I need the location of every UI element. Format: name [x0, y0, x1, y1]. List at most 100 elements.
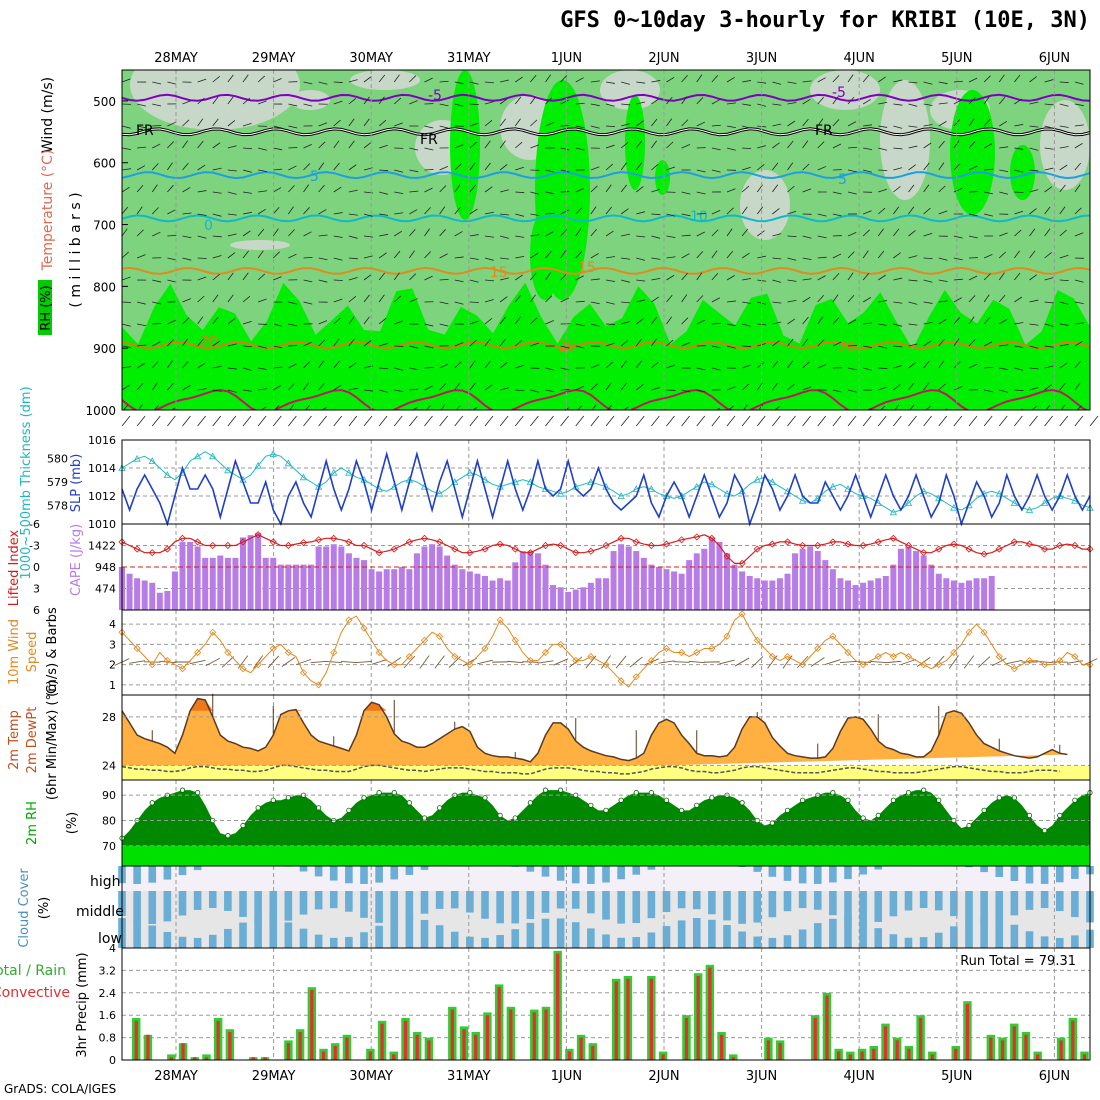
- li-point: [738, 559, 746, 567]
- wind10-point: [269, 644, 277, 653]
- wind-barb: [136, 206, 143, 215]
- wind10-point: [678, 648, 686, 657]
- cloud-mid-cell: [254, 891, 262, 923]
- wind-barb: [802, 278, 812, 281]
- wind-barb: [787, 81, 797, 84]
- wind-barb: [817, 275, 826, 281]
- cloud-low-cell: [375, 925, 383, 948]
- wind-barb: [681, 389, 691, 393]
- wind-barb: [953, 235, 963, 239]
- cloud-low-cell: [556, 918, 565, 948]
- wind-barb: [560, 99, 569, 105]
- wind-barb: [847, 191, 857, 195]
- precip-conv-bar: [450, 1009, 454, 1060]
- li-point: [753, 545, 761, 553]
- wind-barb: [1074, 279, 1084, 283]
- cape-bar: [247, 535, 254, 610]
- wind-barb: [636, 120, 644, 127]
- wind-barb: [923, 340, 932, 347]
- wind-barb: [137, 323, 147, 327]
- wind-barb: [953, 316, 961, 325]
- wind-barb: [590, 383, 598, 391]
- wind-barb: [469, 257, 479, 260]
- wind-barb: [756, 206, 764, 215]
- rh2m-point: [800, 797, 806, 803]
- li-point: [1086, 545, 1094, 553]
- wind-barb: [318, 257, 328, 261]
- wind10-point: [708, 644, 716, 653]
- wind-barb: [817, 77, 826, 83]
- wind-barb: [1059, 362, 1068, 369]
- wind-barb: [984, 168, 994, 171]
- wind-barb: [424, 367, 434, 369]
- cloud-mid-cell: [753, 891, 762, 923]
- rh2m-point: [1057, 812, 1063, 819]
- cape-bar: [156, 592, 163, 610]
- wind-barb: [348, 257, 358, 260]
- li-point: [693, 533, 701, 541]
- precip-tick-label: 0: [109, 1054, 116, 1067]
- wind-barb: [681, 191, 691, 195]
- wind-barb: [953, 257, 963, 261]
- wind10-barb: [1006, 659, 1023, 665]
- wind-barb: [484, 186, 493, 193]
- wind-barb: [923, 279, 933, 283]
- wind-barb: [1029, 147, 1039, 151]
- cloud-low-cell: [193, 937, 202, 948]
- cloud-low-cell: [390, 920, 399, 948]
- wind-barb: [272, 228, 279, 237]
- li-point: [859, 541, 867, 550]
- rh-moist-column: [450, 70, 480, 220]
- cloud-high-cell: [390, 866, 399, 880]
- wind-barb: [1089, 191, 1090, 192]
- li-point: [632, 538, 640, 546]
- li-point: [390, 545, 398, 553]
- wind-barb: [363, 142, 372, 149]
- surface-wind-barb: [741, 415, 751, 427]
- wind-barb: [867, 408, 872, 410]
- rh-moist-column: [950, 90, 995, 215]
- cloud-high-cell: [526, 866, 535, 872]
- wind-barb: [998, 74, 1005, 83]
- cloud-high-cell: [859, 866, 867, 875]
- wind-barb: [348, 277, 358, 281]
- wind-barb: [122, 276, 131, 281]
- wind-barb: [711, 169, 721, 173]
- rh2m-point: [709, 795, 715, 801]
- wind-barb: [623, 406, 629, 410]
- wind-barb: [545, 191, 555, 195]
- rh2m-point: [875, 812, 881, 819]
- wind-barb: [137, 301, 146, 305]
- wind-barb: [439, 165, 449, 171]
- wind10-barb: [434, 655, 445, 669]
- cloud-low-cell: [859, 921, 867, 948]
- cloud-mid-cell: [1010, 891, 1019, 916]
- surface-wind-barb: [817, 415, 827, 427]
- wind-barb: [197, 213, 207, 216]
- wind-barb: [787, 318, 796, 325]
- wind-barb: [288, 229, 295, 237]
- temp2m-axis-label-1: 2m Temp: [7, 710, 22, 770]
- cloud-low-cell: [692, 918, 701, 948]
- wind-barb: [560, 169, 570, 173]
- wind10-barb: [295, 658, 312, 666]
- wind-barb: [938, 210, 948, 215]
- wind-barb: [1089, 367, 1090, 368]
- wind-barb: [681, 96, 688, 105]
- wind-barb: [696, 74, 703, 83]
- thickness-tick-label: 580: [47, 453, 68, 466]
- wind-barb: [303, 184, 309, 193]
- wind-barb: [923, 301, 933, 304]
- rh2m-point: [890, 797, 896, 803]
- wind-barb: [575, 251, 583, 259]
- wind-barb: [984, 213, 993, 217]
- li-point: [587, 547, 595, 555]
- wind-barb: [817, 213, 827, 217]
- wind-barb: [182, 257, 192, 261]
- surface-wind-barb: [756, 415, 766, 427]
- wind-barb: [620, 142, 629, 149]
- surface-wind-barb: [212, 415, 222, 427]
- cape-bar: [534, 553, 541, 610]
- wind-barb: [983, 294, 990, 303]
- wind-barb: [515, 389, 525, 392]
